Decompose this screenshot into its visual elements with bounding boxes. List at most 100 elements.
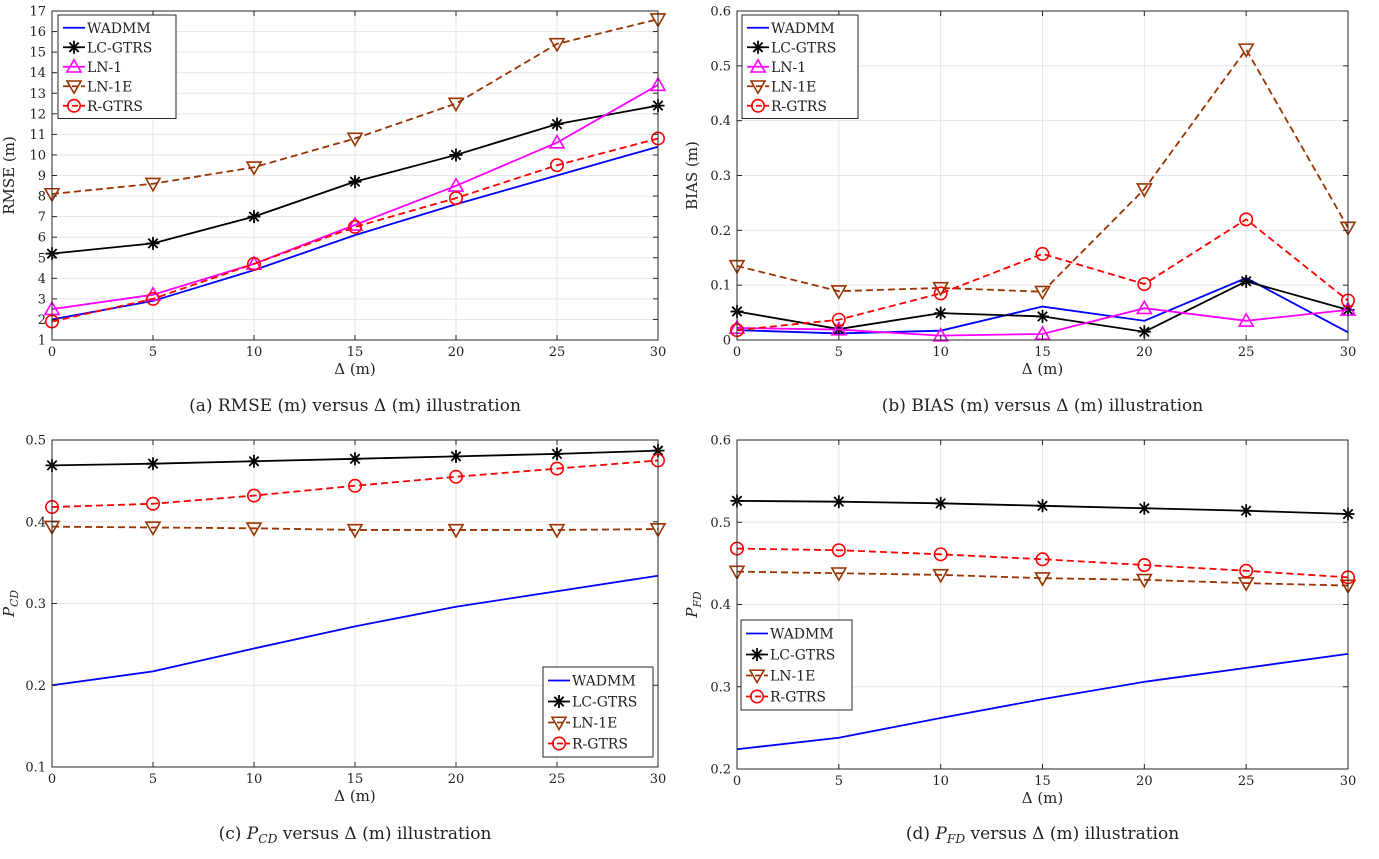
- chart-panel-2: 0 5 10 15 20 25 30 0 0.1 0.2 0.3 0.4 0.5 0.6 Δ (m) BIAS…: [683, 5, 1357, 416]
- legend-marker-ln-1e: [748, 669, 766, 685]
- y-axis-label: BIAS (m): [683, 141, 701, 210]
- x-tick-label: 0: [48, 345, 56, 360]
- data-point-lc-gtrs: [1239, 274, 1253, 288]
- series-line-ln-1: [736, 307, 1349, 337]
- data-point-ln-1e: [830, 285, 848, 300]
- series-line-r-gtrs: [736, 218, 1349, 332]
- data-point-r-gtrs: [549, 158, 564, 173]
- legend: WADMM LC-GTRS LN-1 LN-1E R-GTRS: [741, 14, 859, 119]
- legend-box: [740, 619, 853, 711]
- data-point-lc-gtrs: [449, 449, 463, 463]
- series-line-r-gtrs: [736, 547, 1349, 579]
- x-tick-label: 10: [246, 345, 263, 360]
- data-point-lc-gtrs: [1036, 309, 1049, 323]
- data-point-r-gtrs: [1137, 277, 1152, 292]
- data-point-ln-1: [830, 320, 848, 336]
- figure-caption: (b) BIAS (m) versus Δ (m) illustration: [882, 396, 1204, 416]
- x-tick-label: 15: [347, 772, 364, 787]
- data-point-r-gtrs: [347, 478, 362, 493]
- data-point-r-gtrs: [933, 547, 948, 562]
- data-point-ln-1e: [1135, 573, 1153, 589]
- y-axis-label: RMSE (m): [0, 136, 18, 215]
- data-point-ln-1e: [830, 567, 848, 582]
- series-line-ln-1e: [736, 570, 1349, 587]
- figure-caption: (a) RMSE (m) versus Δ (m) illustration: [189, 396, 521, 416]
- data-point-ln-1e: [346, 523, 364, 539]
- data-point-ln-1: [447, 177, 465, 192]
- x-tick-label: 20: [1136, 345, 1153, 360]
- legend-marker-ln-1e: [65, 80, 83, 95]
- legend-marker-lc-gtrs: [67, 40, 81, 54]
- data-point-lc-gtrs: [832, 495, 846, 509]
- y-tick-label: 0.4: [710, 598, 731, 613]
- y-axis-label: PFD: [683, 591, 704, 619]
- x-tick-label: 0: [733, 345, 741, 360]
- data-point-lc-gtrs: [1137, 325, 1151, 339]
- data-point-ln-1: [548, 133, 566, 149]
- series-line-wadmm: [51, 574, 659, 687]
- data-point-lc-gtrs: [1137, 501, 1151, 515]
- data-point-ln-1e: [1237, 43, 1255, 58]
- x-tick-label: 25: [549, 772, 566, 787]
- legend-marker-lc-gtrs: [751, 40, 765, 54]
- x-tick-label: 5: [835, 345, 843, 360]
- data-point-r-gtrs: [448, 469, 463, 484]
- legend-label-wadmm: WADMM: [770, 627, 834, 643]
- y-tick-label: 13: [29, 87, 46, 102]
- y-axis-label: PCD: [0, 590, 21, 618]
- data-point-lc-gtrs: [348, 452, 362, 466]
- y-tick-label: 0.2: [710, 763, 731, 778]
- data-point-lc-gtrs: [146, 457, 160, 471]
- y-tick-label: 0.2: [710, 224, 731, 239]
- data-point-ln-1e: [346, 132, 364, 148]
- y-tick-label: 9: [38, 169, 46, 184]
- y-tick-label: 17: [29, 5, 46, 20]
- data-point-ln-1e: [447, 523, 465, 539]
- data-point-ln-1e: [932, 568, 950, 584]
- legend-marker-lc-gtrs: [552, 695, 566, 708]
- y-tick-label: 3: [38, 292, 46, 307]
- legend-label-r-gtrs: R-GTRS: [771, 99, 827, 115]
- series-line-r-gtrs: [51, 459, 659, 508]
- legend-label-ln-1e: LN-1E: [87, 79, 132, 95]
- x-tick-label: 0: [733, 774, 741, 789]
- x-tick-label: 5: [149, 345, 157, 360]
- data-point-r-gtrs: [831, 543, 846, 558]
- legend-label-ln-1e: LN-1E: [572, 716, 617, 732]
- y-tick-label: 0.2: [25, 679, 46, 694]
- x-tick-label: 25: [1238, 345, 1255, 360]
- series-r-gtrs: [44, 453, 665, 515]
- y-tick-label: 0.6: [710, 5, 731, 20]
- series-wadmm: [736, 652, 1349, 751]
- legend-marker-ln-1: [749, 58, 767, 73]
- series-line-ln-1e: [51, 18, 659, 195]
- legend-label-wadmm: WADMM: [87, 21, 151, 37]
- legend-label-ln-1: LN-1: [87, 60, 122, 76]
- data-point-r-gtrs: [1035, 246, 1050, 261]
- x-tick-label: 15: [1034, 345, 1051, 360]
- y-tick-label: 11: [29, 128, 46, 143]
- legend-label-r-gtrs: R-GTRS: [770, 690, 826, 706]
- data-point-lc-gtrs: [146, 236, 160, 250]
- data-point-r-gtrs: [347, 219, 362, 234]
- data-point-r-gtrs: [1239, 563, 1254, 578]
- data-point-lc-gtrs: [934, 496, 948, 510]
- data-point-lc-gtrs: [247, 454, 261, 468]
- series-ln-1e: [728, 43, 1357, 301]
- data-point-ln-1: [1135, 299, 1153, 315]
- y-tick-label: 0.1: [710, 279, 731, 294]
- y-tick-label: 0.5: [710, 516, 731, 531]
- data-point-ln-1e: [1034, 285, 1051, 301]
- figure-caption: (d) PFD versus Δ (m) illustration: [906, 824, 1179, 846]
- data-point-ln-1e: [144, 521, 162, 537]
- x-axis-label: Δ (m): [1022, 789, 1064, 807]
- legend-label-r-gtrs: R-GTRS: [87, 99, 143, 115]
- legend-label-wadmm: WADMM: [771, 21, 835, 37]
- legend-box: [542, 666, 654, 758]
- chart-panel-4: 0 5 10 15 20 25 30 0.2 0.3 0.4 0.5 0.6 Δ (m) PFD (d) P…: [683, 434, 1357, 846]
- y-tick-label: 0.4: [710, 114, 731, 129]
- x-tick-label: 30: [650, 345, 667, 360]
- data-point-r-gtrs: [247, 488, 262, 503]
